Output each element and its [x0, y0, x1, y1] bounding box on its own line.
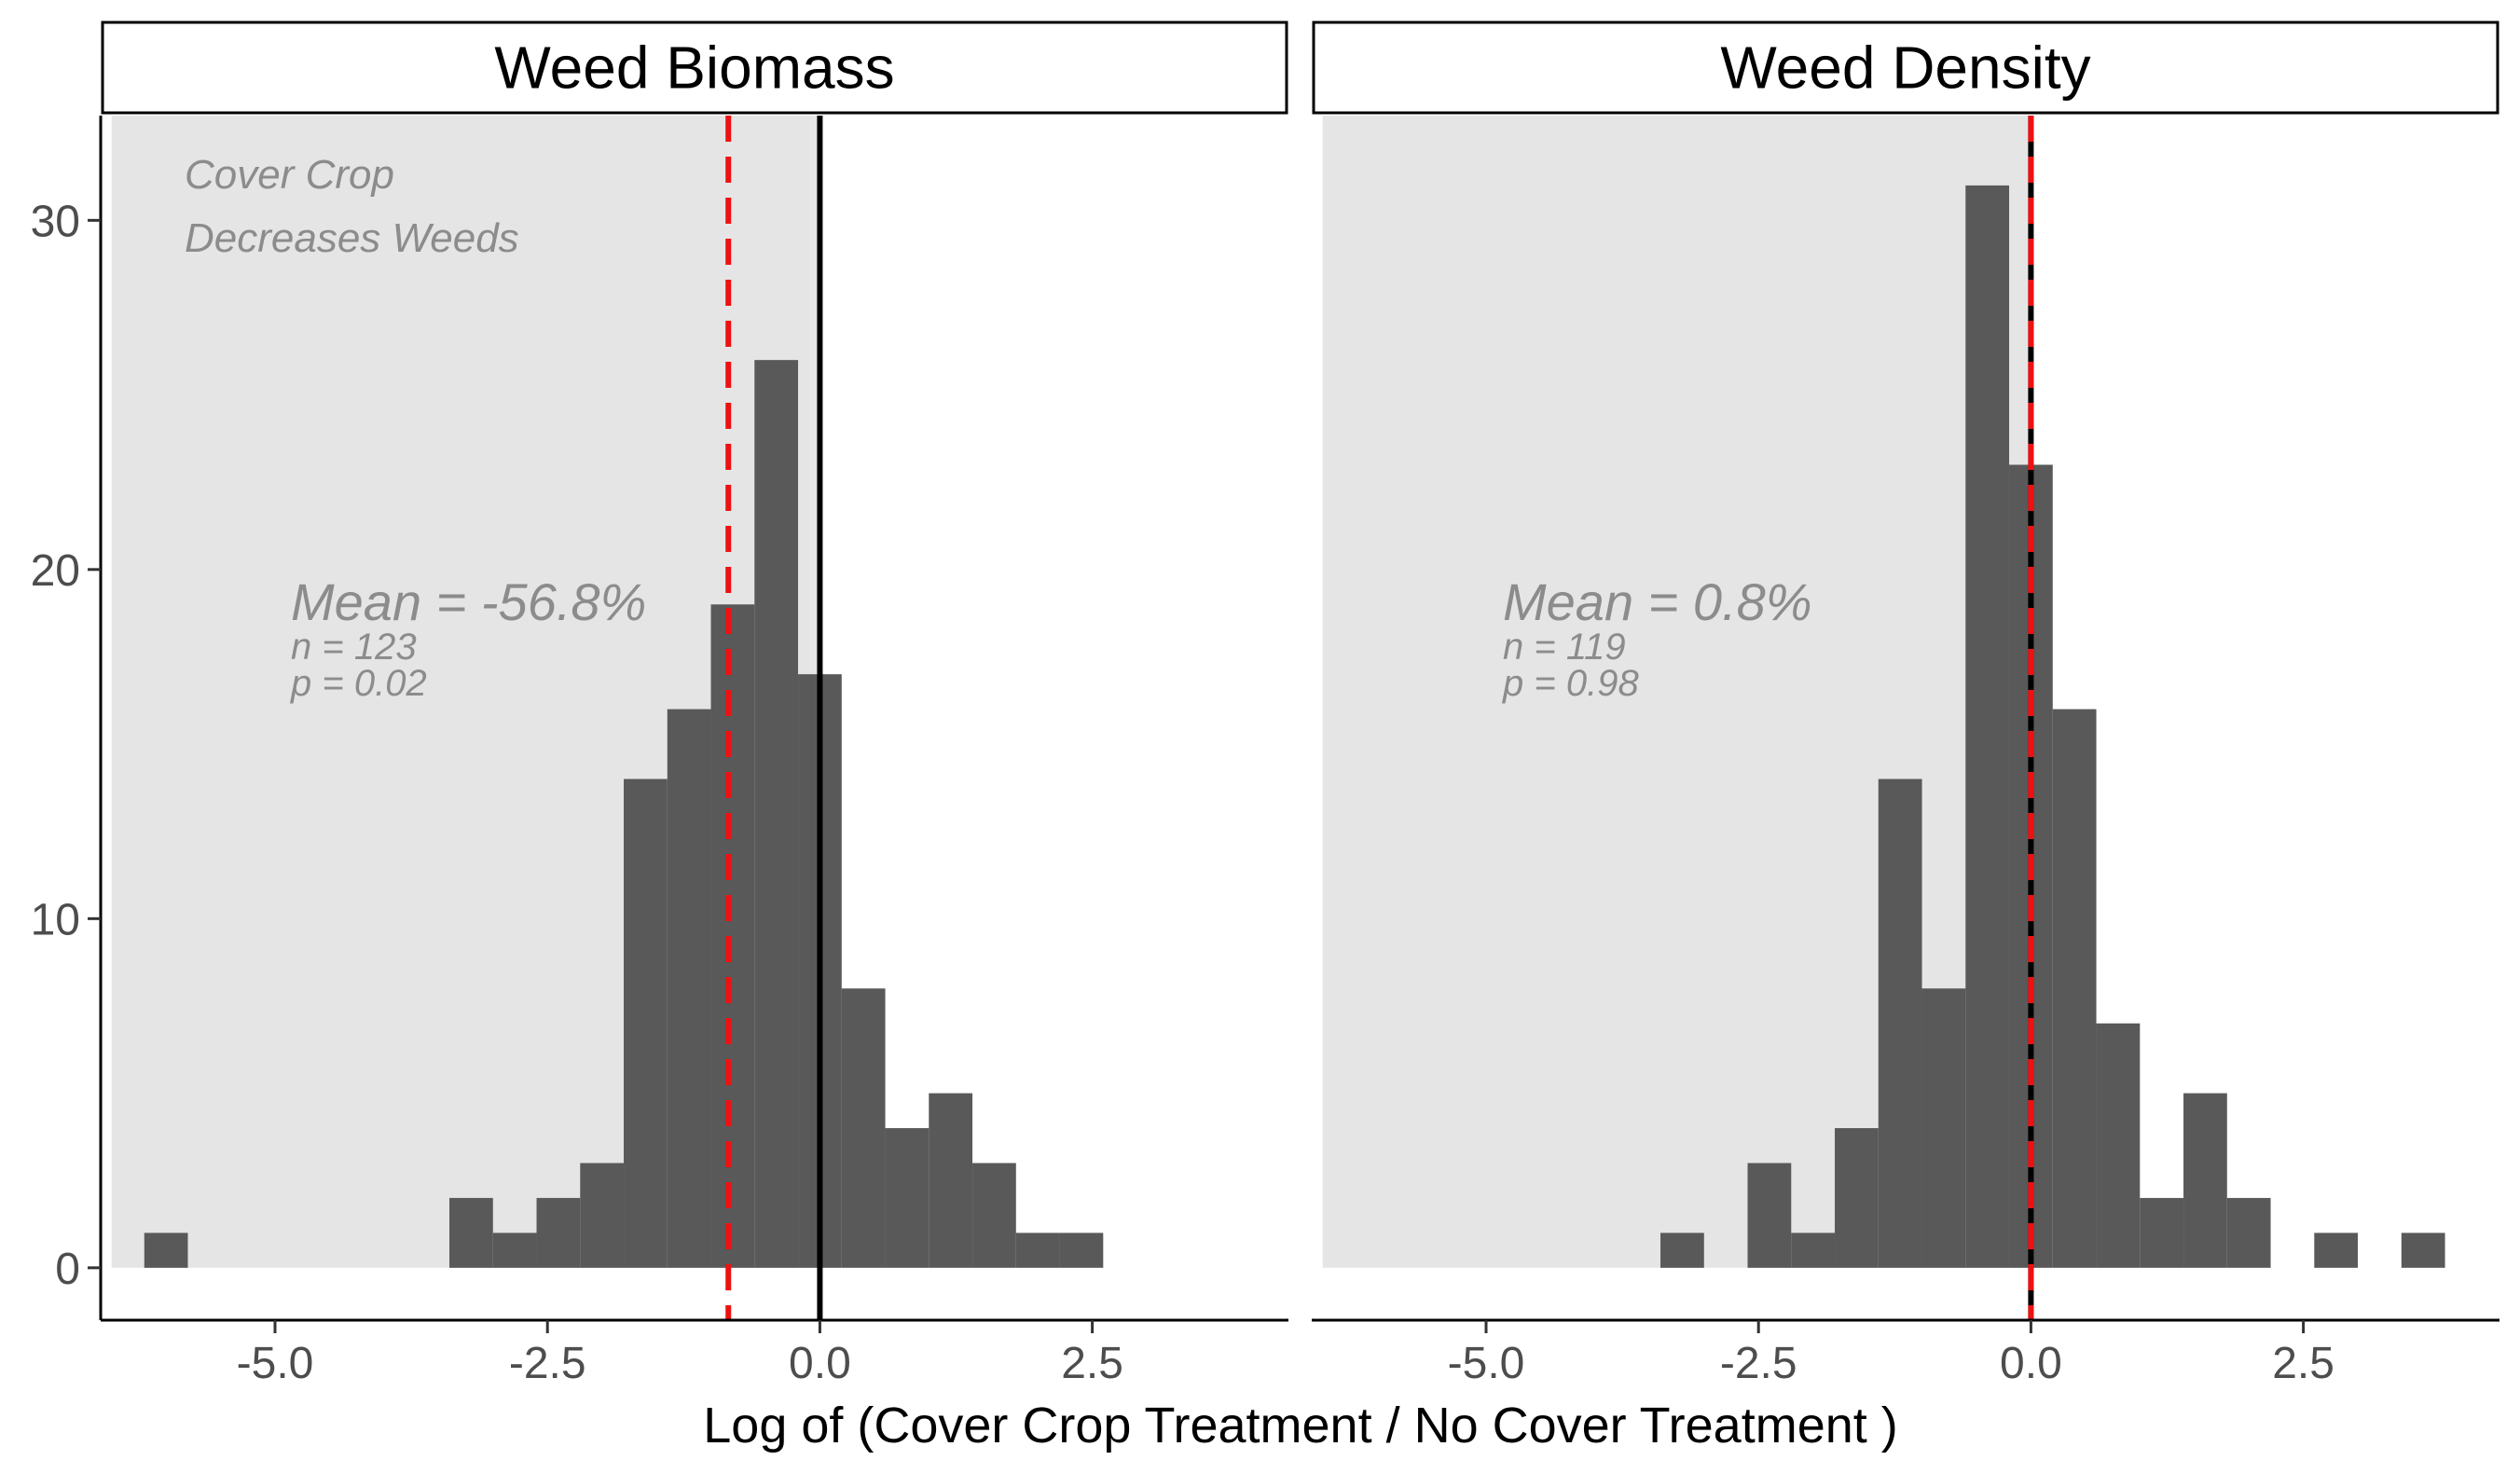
region-label-line-2: Decreases Weeds	[185, 215, 519, 261]
histogram-bar	[2226, 1197, 2271, 1268]
histogram-bars	[144, 360, 1104, 1268]
y-tick-label: 10	[31, 895, 80, 944]
histogram-bar	[492, 1233, 537, 1268]
histogram-bar	[580, 1163, 625, 1268]
x-tick-label: 2.5	[2272, 1339, 2334, 1388]
y-tick-label: 30	[31, 197, 80, 246]
histogram-bar	[2096, 1023, 2141, 1268]
x-axis-title: Log of (Cover Crop Treatment / No Cover …	[703, 1398, 1898, 1453]
p-value-label: p = 0.02	[290, 663, 427, 704]
histogram-bar	[2052, 709, 2097, 1268]
histogram-bar	[1835, 1128, 1879, 1268]
histogram-bar	[536, 1197, 581, 1268]
x-tick-label: 2.5	[1061, 1339, 1123, 1388]
histogram-bar	[1965, 185, 2010, 1268]
axes	[99, 116, 1288, 1322]
n-label: n = 123	[291, 627, 417, 668]
histogram-bar	[1791, 1233, 1836, 1268]
histogram-bar	[667, 709, 711, 1268]
histogram-bar	[624, 778, 668, 1268]
histogram-bar	[710, 604, 755, 1268]
histogram-bar	[972, 1163, 1016, 1268]
histogram-bar	[754, 360, 799, 1268]
n-label: n = 119	[1503, 627, 1626, 668]
facet-title: Weed Biomass	[494, 34, 894, 102]
x-tick-label: -5.0	[237, 1339, 314, 1388]
panel-weed-biomass: Cover Crop Decreases Weeds Mean = -56.8%…	[31, 21, 1288, 1388]
x-tick-label: -2.5	[509, 1339, 586, 1388]
facet-strip	[1312, 21, 2499, 115]
p-value-label: p = 0.98	[1502, 663, 1639, 704]
histogram-bar	[1660, 1233, 1704, 1268]
histogram-bar	[2140, 1197, 2184, 1268]
histogram-bar	[2314, 1233, 2359, 1268]
facet-strip	[101, 21, 1288, 115]
histogram-bar	[1747, 1163, 1792, 1268]
x-tick-label: -5.0	[1448, 1339, 1525, 1388]
histogram-bar	[929, 1093, 973, 1268]
histogram-bar	[1878, 778, 1922, 1268]
x-axis-ticks: -5.0 -2.5 0.0 2.5	[1448, 1320, 2334, 1388]
histogram-bar	[449, 1197, 493, 1268]
facet-title: Weed Density	[1720, 34, 2090, 102]
histogram-bar	[841, 988, 886, 1268]
x-axis-ticks: -5.0 -2.5 0.0 2.5	[237, 1320, 1123, 1388]
histogram-bar	[2183, 1093, 2227, 1268]
mean-label: Mean = -56.8%	[291, 572, 646, 631]
histogram-bar	[1059, 1233, 1104, 1268]
histogram-bar	[1015, 1233, 1060, 1268]
region-label-line-1: Cover Crop	[185, 152, 394, 198]
y-tick-label: 0	[55, 1245, 80, 1294]
histogram-bar	[2401, 1233, 2445, 1268]
y-tick-label: 20	[31, 546, 80, 596]
mean-label: Mean = 0.8%	[1503, 572, 1812, 631]
y-axis-ticks: 0 10 20 30	[31, 197, 101, 1294]
panel-weed-density: Mean = 0.8% n = 119 p = 0.98 -5.0 -2.5 0.0…	[1312, 21, 2499, 1388]
histogram-bar	[1921, 988, 1966, 1268]
histogram-bar	[144, 1233, 188, 1268]
histogram-bar	[885, 1128, 930, 1268]
x-tick-label: 0.0	[2000, 1339, 2062, 1388]
x-tick-label: -2.5	[1720, 1339, 1797, 1388]
x-tick-label: 0.0	[789, 1339, 851, 1388]
